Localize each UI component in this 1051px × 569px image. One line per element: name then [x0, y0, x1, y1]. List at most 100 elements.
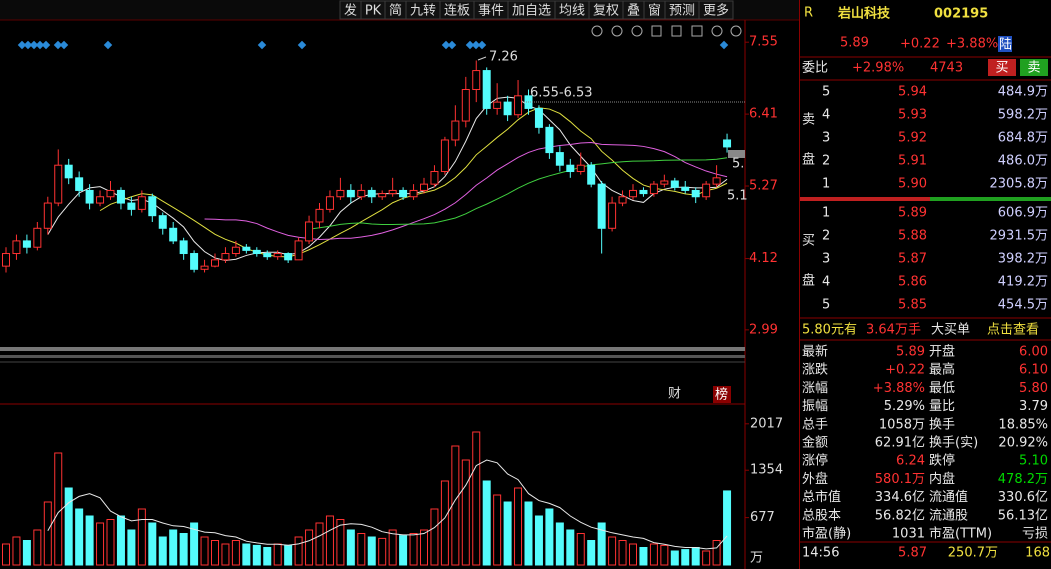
- scroll-bar: [0, 355, 745, 358]
- stat-label: 涨停: [802, 453, 828, 469]
- book-volume: 2931.5万: [990, 229, 1049, 244]
- candle-body: [420, 183, 428, 191]
- volume-bar: [503, 501, 512, 566]
- candle-body: [493, 101, 502, 109]
- candle-body: [399, 189, 408, 198]
- big-order[interactable]: 点击查看: [987, 322, 1039, 338]
- book-level: 3: [822, 131, 830, 146]
- toolbar-button[interactable]: 九转: [410, 4, 436, 19]
- volume-bar: [597, 522, 606, 566]
- candle-body: [200, 265, 209, 270]
- candle-body: [629, 189, 637, 198]
- toolbar-button[interactable]: 更多: [703, 3, 729, 19]
- buy-button-bg[interactable]: [988, 59, 1016, 76]
- chart-icons[interactable]: [591, 25, 742, 37]
- stat-label: 外盘: [802, 471, 828, 487]
- toolbar-button[interactable]: 复权: [593, 3, 619, 19]
- candle-body: [514, 95, 523, 116]
- book-volume: 486.0万: [998, 154, 1048, 169]
- candle-body: [294, 240, 303, 261]
- book-volume: 606.9万: [998, 206, 1048, 221]
- signal-marker: [29, 40, 39, 50]
- signal-marker: [477, 40, 487, 50]
- candle-body: [670, 180, 679, 188]
- stat-label: 流通股: [929, 508, 968, 523]
- signal-marker: [59, 40, 69, 50]
- volume-bar: [555, 522, 564, 566]
- volume-bar: [127, 529, 136, 566]
- stat-label: 内盘: [929, 471, 955, 487]
- scroll-bar: [0, 347, 745, 351]
- volume-bar: [85, 515, 94, 566]
- toolbar-button[interactable]: 连板: [444, 3, 470, 19]
- volume-bar: [420, 529, 428, 566]
- volume-bar: [54, 452, 63, 566]
- volume-bar: [346, 529, 355, 566]
- toolbar-button-bg[interactable]: [698, 0, 734, 20]
- candle-body: [305, 221, 314, 242]
- signal-marker: [23, 40, 33, 50]
- badge-bg: [998, 36, 1012, 52]
- sell-button-bg[interactable]: [1020, 59, 1048, 76]
- ratio-diff: 4743: [930, 61, 963, 76]
- toolbar-button[interactable]: 叠: [627, 4, 640, 19]
- stat-label: 换手: [929, 417, 955, 432]
- stat-value: 5.29%: [884, 399, 925, 414]
- book-price: 5.94: [898, 85, 927, 100]
- book-volume: 598.2万: [998, 108, 1048, 123]
- volume-bar: [472, 431, 481, 566]
- volume-bar: [221, 543, 230, 566]
- stat-label: 最低: [929, 381, 955, 396]
- flag: R: [804, 6, 813, 21]
- buy-button[interactable]: 买: [995, 61, 1008, 76]
- toolbar-button[interactable]: 预测: [669, 4, 695, 19]
- toolbar-button[interactable]: 加自选: [512, 4, 551, 19]
- book-label: 盘: [802, 152, 815, 168]
- volume-bar: [211, 540, 219, 566]
- book-level: 1: [822, 206, 830, 221]
- candle-body: [378, 193, 387, 198]
- candle-body: [96, 196, 105, 204]
- candle-body: [472, 70, 481, 91]
- badge[interactable]: 财: [668, 387, 681, 402]
- candle-body: [148, 196, 157, 217]
- volume-bar: [702, 550, 711, 566]
- book-level: 2: [822, 229, 830, 244]
- candle-body: [252, 249, 261, 255]
- toolbar-button[interactable]: 简: [389, 3, 402, 19]
- candle-body: [22, 240, 31, 248]
- badge-bg[interactable]: [713, 386, 731, 403]
- stat-value: 亏损: [1022, 527, 1048, 542]
- trade-cell: 250.7万: [948, 546, 998, 561]
- badge[interactable]: 榜: [715, 387, 728, 403]
- stat-label: 最高: [929, 362, 955, 378]
- stat-value: 56.82亿: [875, 508, 925, 523]
- sell-button[interactable]: 卖: [1027, 61, 1040, 76]
- stat-label: 总手: [802, 417, 828, 432]
- stat-value: 5.10: [1019, 454, 1048, 469]
- stat-value: +3.88%: [873, 381, 925, 396]
- toolbar-button[interactable]: 均线: [559, 4, 585, 19]
- unit-label: 万: [750, 551, 763, 566]
- volume-bar: [190, 522, 199, 566]
- candle-body: [597, 183, 606, 229]
- candle-body: [64, 164, 73, 179]
- book-level: 5: [822, 298, 830, 313]
- volume-bar: [96, 522, 105, 566]
- toolbar-button[interactable]: PK: [365, 4, 382, 19]
- candle-body: [691, 189, 700, 198]
- candle-body: [54, 164, 63, 204]
- book-price: 5.86: [898, 275, 927, 290]
- volume-bar: [2, 543, 10, 566]
- toolbar-button[interactable]: 事件: [478, 4, 504, 19]
- volume-bar: [263, 547, 272, 566]
- volume-bar: [639, 547, 648, 566]
- toolbar-button[interactable]: 发: [344, 3, 357, 19]
- volume-bar: [482, 480, 491, 566]
- y-tick-label: 677: [750, 510, 775, 525]
- book-price: 5.85: [898, 298, 927, 313]
- ask-bid-divider: [800, 197, 930, 201]
- toolbar-button[interactable]: 窗: [648, 3, 661, 19]
